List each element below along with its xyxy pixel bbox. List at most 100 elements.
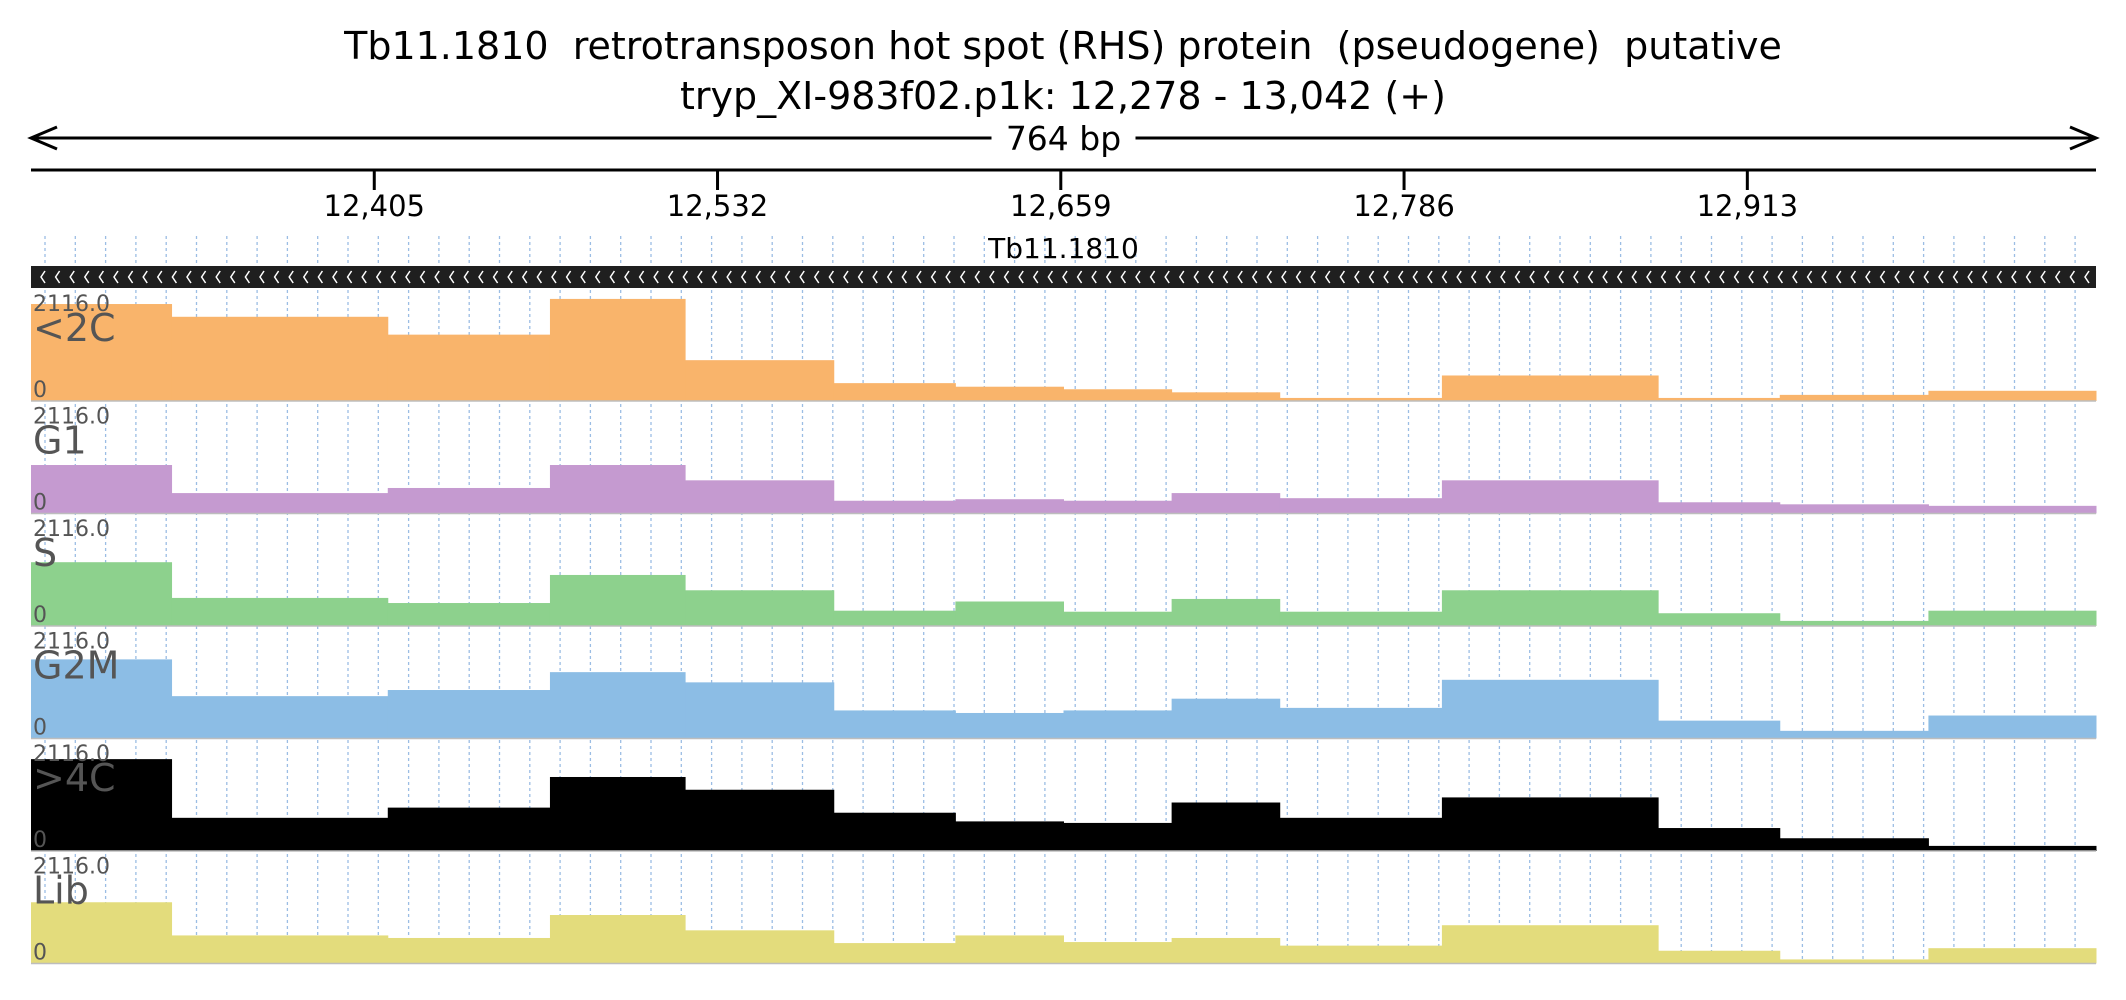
coverage-bar: [387, 334, 551, 401]
coverage-bar: [955, 499, 1064, 514]
chart-title: Tb11.1810 retrotransposon hot spot (RHS)…: [344, 24, 1782, 68]
strand-arrow: [901, 270, 908, 284]
strand-arrow: [375, 270, 382, 284]
coverage-bar: [1928, 948, 2097, 964]
strand-arrow: [1485, 270, 1492, 284]
coverage-bar: [1063, 500, 1173, 514]
strand-arrow: [317, 270, 324, 284]
strand-arrow: [770, 270, 776, 284]
strand-arrow: [1368, 270, 1375, 284]
span-label: 764 bp: [1006, 119, 1121, 158]
coverage-bar: [549, 776, 686, 851]
strand-arrow: [244, 270, 251, 284]
strand-arrow: [171, 270, 178, 284]
coverage-bar: [1779, 504, 1929, 514]
track-min-label: 0: [33, 941, 47, 966]
strand-arrow: [200, 270, 207, 284]
strand-arrow: [1850, 270, 1857, 284]
coverage-bar: [1279, 707, 1443, 739]
strand-arrow: [1105, 270, 1112, 284]
strand-arrow: [872, 270, 878, 284]
coverage-bar: [1658, 828, 1781, 851]
strand-arrow: [186, 270, 192, 284]
coverage-bar: [1171, 937, 1281, 964]
coverage-bar: [1658, 502, 1781, 514]
strand-arrow: [1427, 270, 1433, 284]
strand-arrow: [1149, 270, 1156, 284]
coverage-bar: [549, 672, 686, 739]
strand-arrow: [1164, 270, 1170, 284]
strand-arrow: [448, 270, 455, 284]
strand-arrow: [98, 270, 105, 284]
strand-arrow: [697, 270, 703, 284]
strand-arrow: [1062, 270, 1068, 284]
coverage-bar: [1171, 493, 1281, 514]
coverage-bar: [1441, 797, 1659, 851]
strand-arrow: [2069, 270, 2076, 284]
strand-arrow: [156, 270, 163, 284]
strand-arrow: [857, 270, 864, 284]
strand-arrow: [1733, 270, 1740, 284]
strand-arrow: [1193, 270, 1200, 284]
coverage-bar: [955, 821, 1064, 851]
coverage-bar: [1171, 802, 1281, 851]
strand-arrow: [1295, 270, 1302, 284]
chart-subtitle: tryp_XI-983f02.p1k: 12,278 - 13,042 (+): [680, 74, 1446, 118]
strand-arrow: [521, 270, 528, 284]
strand-arrow: [1806, 270, 1813, 284]
strand-arrow: [1573, 270, 1579, 284]
strand-arrow: [2040, 270, 2046, 284]
coverage-bar: [955, 712, 1064, 739]
strand-arrow: [1047, 270, 1054, 284]
track-min-label: 0: [33, 378, 47, 403]
strand-arrow: [565, 270, 572, 284]
track-name: <2C: [33, 306, 116, 350]
track-max-label: 2116.0: [33, 742, 110, 767]
coverage-bar: [833, 383, 956, 401]
strand-arrow: [1237, 270, 1243, 284]
strand-arrow: [1616, 270, 1623, 284]
coverage-bar: [1063, 822, 1173, 851]
strand-arrow: [1281, 270, 1287, 284]
strand-arrow: [1908, 270, 1915, 284]
strand-arrow: [346, 270, 353, 284]
strand-arrow: [1558, 270, 1565, 284]
track-name: G1: [33, 419, 87, 463]
strand-arrow: [930, 270, 937, 284]
track-max-label: 2116.0: [33, 405, 110, 430]
strand-arrow: [1500, 270, 1506, 284]
coverage-bar: [833, 610, 956, 626]
coverage-bar: [1279, 611, 1443, 626]
coverage-bar: [387, 487, 551, 514]
coverage-bar: [833, 710, 956, 739]
strand-arrow: [142, 270, 148, 284]
coverage-bar: [685, 789, 835, 851]
coverage-bar: [1279, 498, 1443, 514]
strand-arrow: [1456, 270, 1462, 284]
strand-arrow: [1091, 270, 1097, 284]
span-arrow-left-head: [27, 125, 58, 151]
coverage-bar: [1171, 698, 1281, 739]
coverage-bar: [1779, 394, 1929, 401]
coverage-bar: [1063, 710, 1173, 739]
strand-arrow: [726, 270, 732, 284]
strand-arrow: [682, 270, 689, 284]
ruler-tick-label: 12,532: [667, 189, 768, 223]
strand-arrow: [580, 270, 586, 284]
strand-arrow: [1003, 270, 1010, 284]
strand-arrow: [711, 270, 718, 284]
strand-arrow: [69, 270, 75, 284]
strand-arrow: [1397, 270, 1404, 284]
coverage-bar: [1658, 950, 1781, 964]
coverage-bar: [1779, 838, 1929, 851]
track-max-label: 2116.0: [33, 855, 110, 880]
span-arrow-right-head: [2069, 125, 2100, 151]
strand-arrow: [1208, 270, 1214, 284]
coverage-bar: [1928, 390, 2097, 401]
track-name: G2M: [33, 644, 119, 688]
track-max-label: 2116.0: [33, 630, 110, 655]
strand-arrow: [916, 270, 922, 284]
coverage-bar: [387, 937, 551, 964]
strand-arrow: [1076, 270, 1083, 284]
strand-arrow: [492, 270, 499, 284]
